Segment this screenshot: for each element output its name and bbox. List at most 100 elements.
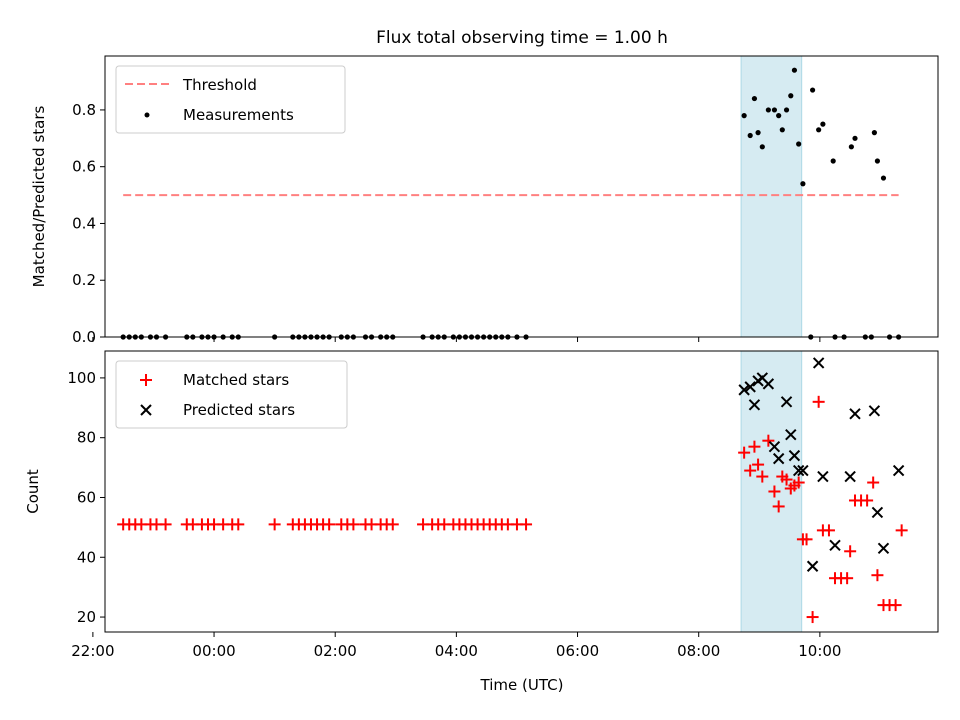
top-y-tick-label: 0.4 [72, 214, 96, 232]
top-legend-box [115, 65, 346, 134]
predicted-star-point [785, 428, 797, 441]
top-y-axis-label: Matched/Predicted stars [30, 106, 48, 288]
top-axes: 0.00.20.40.60.8 Matched/Predicted stars … [30, 55, 939, 346]
predicted-star-point [844, 470, 856, 483]
bottom-y-tick-label: 40 [77, 548, 96, 566]
matched-star-point [748, 440, 761, 453]
matched-star-point [841, 572, 854, 585]
matched-star-point [871, 569, 884, 582]
predicted-star-point [868, 405, 881, 417]
measurement-point [779, 127, 785, 133]
x-tick-label: 08:00 [677, 642, 720, 660]
predicted-star-point [792, 464, 805, 477]
measurement-point [809, 87, 816, 93]
x-tick-label: 00:00 [192, 642, 235, 660]
bottom-legend-box [115, 360, 348, 429]
matched-star-point [800, 533, 813, 546]
predicted-star-point [772, 452, 785, 465]
legend-measurements-swatch [144, 112, 150, 118]
measurement-point [848, 144, 854, 150]
bottom-y-tick-label: 80 [77, 429, 96, 447]
predicted-star-point [780, 396, 793, 408]
measurement-point [741, 113, 747, 119]
measurement-point [852, 135, 858, 141]
x-tick-label: 22:00 [71, 642, 114, 660]
measurement-point [800, 181, 806, 187]
predicted-star-point [812, 357, 825, 369]
legend-measurements-label: Measurements [183, 106, 294, 124]
bottom-y-tick-label: 20 [77, 608, 96, 626]
matched-star-point [889, 599, 902, 612]
matched-star-point [232, 518, 245, 531]
legend-predicted-swatch [140, 404, 152, 416]
measurement-point [776, 113, 782, 119]
bottom-y-tick-label: 100 [67, 369, 96, 387]
matched-star-point [520, 518, 533, 531]
matched-star-point [768, 485, 781, 498]
matched-star-point [772, 500, 785, 513]
top-y-tick-label: 0.8 [72, 101, 96, 119]
predicted-star-point [738, 384, 750, 396]
measurement-point [820, 121, 826, 127]
matched-star-point [752, 458, 765, 471]
matched-star-point [744, 464, 757, 477]
matched-star-point [844, 545, 857, 558]
x-tick-label: 06:00 [556, 642, 599, 660]
measurement-point [788, 93, 794, 99]
measurement-point [816, 127, 822, 133]
x-tick-label: 02:00 [314, 642, 357, 660]
matched-star-point [762, 434, 775, 447]
measurement-point [765, 107, 771, 113]
bottom-axes-frame [104, 350, 939, 633]
measurement-point [871, 130, 877, 136]
top-y-tick-label: 0.6 [72, 158, 96, 176]
measurement-point [796, 141, 802, 147]
bottom-legend: Matched stars Predicted stars [115, 360, 348, 429]
measurement-point [751, 95, 758, 102]
matched-star-point [861, 494, 874, 507]
matched-star-point [867, 476, 880, 489]
matched-star-point [159, 518, 172, 531]
x-tick-label: 10:00 [798, 642, 841, 660]
predicted-star-point [744, 381, 756, 393]
x-axis-label: Time (UTC) [480, 676, 564, 694]
measurement-point [755, 130, 761, 136]
predicted-star-point [877, 542, 890, 555]
matched-star-point [268, 518, 281, 531]
top-axes-frame [104, 55, 939, 338]
bottom-y-axis-label: Count [24, 469, 42, 514]
predicted-star-point [748, 399, 761, 411]
measurement-point [747, 132, 753, 139]
measurement-point [771, 107, 778, 113]
x-tick-label: 04:00 [435, 642, 478, 660]
predicted-star-point [829, 539, 841, 552]
matched-star-point [386, 518, 399, 531]
legend-matched-swatch [140, 374, 152, 386]
matched-star-point [792, 476, 805, 489]
predicted-star-point [892, 464, 905, 477]
bottom-y-tick-label: 60 [77, 488, 96, 506]
chart-title: Flux total observing time = 1.00 h [376, 28, 668, 48]
predicted-star-point [871, 506, 884, 519]
predicted-star-point [797, 464, 809, 477]
measurement-point [791, 67, 798, 73]
top-legend: Threshold Measurements [115, 65, 346, 134]
matched-star-point [323, 518, 336, 531]
matched-star-point [895, 524, 908, 537]
predicted-star-point [806, 560, 819, 572]
matched-star-point [738, 446, 751, 459]
measurement-point [759, 144, 765, 150]
matched-star-point [822, 524, 835, 537]
matched-star-point [812, 395, 825, 408]
matched-star-point [806, 611, 819, 624]
measurement-point [874, 158, 881, 164]
predicted-star-point [788, 449, 801, 462]
measurement-point [830, 158, 836, 164]
bottom-axes: 20 40 60 80 100 22:00 00:00 02:00 04:00 06:00 08:… [24, 350, 939, 694]
predicted-star-point [762, 378, 775, 390]
top-highlight-span [740, 55, 803, 338]
predicted-star-point [768, 440, 781, 453]
predicted-star-point [849, 408, 861, 420]
measurement-point [880, 175, 887, 181]
